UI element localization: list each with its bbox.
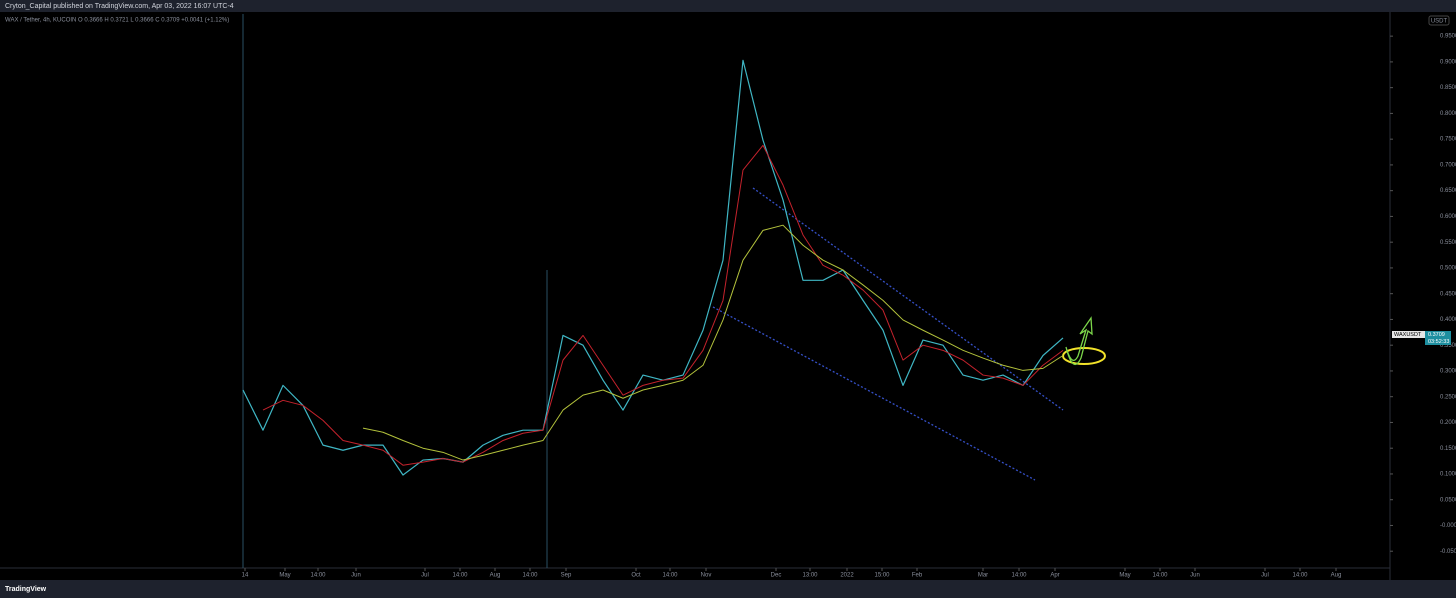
top-bar	[0, 0, 1456, 12]
x-tick-label: May	[1119, 573, 1130, 579]
x-tick-label: 14:00	[1292, 573, 1308, 579]
x-tick-label: 14:00	[522, 573, 538, 579]
x-tick-label: Apr	[1050, 573, 1059, 579]
x-tick-label: Aug	[1331, 573, 1342, 579]
x-tick-label: 2022	[840, 573, 854, 579]
y-tick-label: -0.0000	[1440, 523, 1456, 529]
x-tick-label: Jul	[421, 573, 429, 579]
x-tick-label: Aug	[490, 573, 501, 579]
x-tick-label: Nov	[701, 573, 712, 579]
x-tick-label: Mar	[978, 573, 988, 579]
y-tick-label: -0.0500	[1440, 549, 1456, 555]
symbol: WAXUSDT	[1394, 332, 1422, 338]
currency-box	[1428, 15, 1450, 26]
x-tick-label: May	[279, 573, 290, 579]
x-tick-label: Jul	[1261, 573, 1269, 579]
x-tick-label: 14	[242, 573, 249, 579]
last-price: 0.3709	[1428, 332, 1445, 338]
footer-bar	[0, 580, 1456, 598]
x-tick-label: Jun	[1190, 573, 1200, 579]
series-line	[262, 144, 1064, 466]
x-tick-label: 13:00	[802, 573, 818, 579]
legend: WAX / Tether, 4h, KUCOIN O 0.3666 H 0.37…	[5, 18, 229, 24]
x-tick-label: 14:00	[310, 573, 326, 579]
x-tick-label: Feb	[912, 573, 923, 579]
symbol-tag	[1392, 331, 1425, 338]
trend-line	[752, 187, 1064, 411]
y-tick-label: 0.0500	[1440, 497, 1456, 503]
x-tick-label: Sep	[561, 573, 572, 579]
x-tick-label: Oct	[631, 573, 641, 579]
publisher: Cryton_Capital published on TradingView.…	[5, 3, 234, 10]
x-tick-label: 14:00	[1011, 573, 1027, 579]
x-tick-label: 14:00	[452, 573, 468, 579]
price-tag	[1425, 331, 1451, 345]
x-tick-label: 14:00	[1152, 573, 1168, 579]
x-tick-label: 14:00	[662, 573, 678, 579]
series-line	[242, 59, 1064, 476]
brand: TradingView	[5, 586, 47, 593]
trend-line	[712, 306, 1036, 481]
arrow-drawing	[1065, 316, 1093, 366]
x-tick-label: 15:00	[874, 573, 890, 579]
x-tick-label: Dec	[771, 573, 782, 579]
x-tick-label: Jun	[351, 573, 361, 579]
series-line	[362, 224, 1064, 461]
countdown: 03:52:33	[1428, 339, 1449, 345]
currency: USDT	[1431, 19, 1448, 25]
